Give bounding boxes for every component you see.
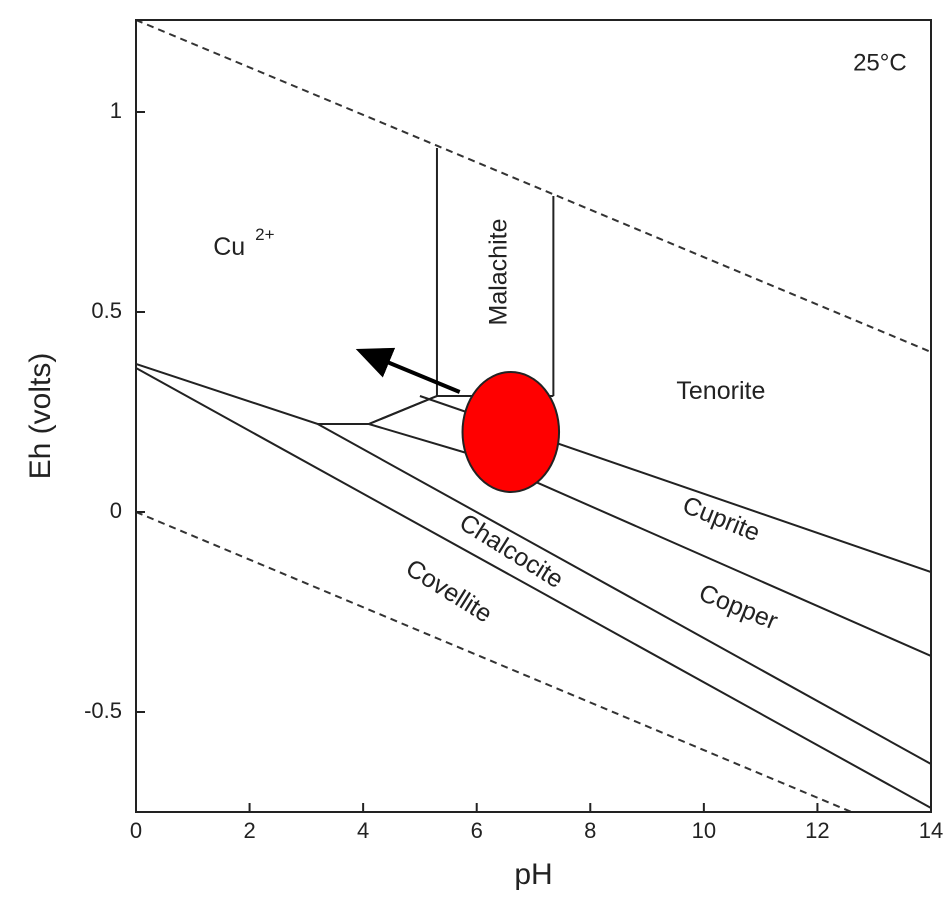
- x-tick-label: 10: [692, 818, 716, 843]
- region-name: Cu: [213, 233, 245, 261]
- x-axis-title: pH: [514, 858, 552, 891]
- temperature-label: 25°C: [853, 49, 907, 76]
- x-tick-label: 0: [130, 818, 142, 843]
- region-label-malachite: Malachite: [484, 219, 512, 326]
- region-name: Covellite: [401, 554, 497, 629]
- x-tick-label: 4: [357, 818, 369, 843]
- phase-boundary-8: [136, 367, 931, 809]
- highlight-marker: [461, 371, 561, 493]
- plot-frame: [135, 19, 932, 813]
- region-label-chalcocite: Chalcocite: [455, 508, 569, 594]
- y-tick-label: 1: [110, 98, 122, 123]
- region-label-copper: Copper: [695, 578, 782, 635]
- region-name: Copper: [695, 578, 782, 635]
- phase-boundary-7: [317, 423, 931, 765]
- y-tick-label: 0.5: [91, 298, 122, 323]
- x-tick-label: 6: [471, 818, 483, 843]
- region-label-cu: Cu 2+: [213, 225, 274, 260]
- region-label-tenorite: Tenorite: [676, 377, 765, 405]
- y-axis-title: Eh (volts): [24, 353, 57, 480]
- axes: 25°C 0 2 4 6 8 10 12 14 -0.5 0 0.5 1 pH Eh (volts): [24, 49, 943, 891]
- phase-boundary-5: [368, 423, 931, 657]
- region-superscript: 2+: [255, 225, 274, 244]
- region-name: Chalcocite: [455, 508, 569, 594]
- water-stability-line-1: [136, 20, 931, 353]
- x-tick-label: 2: [243, 818, 255, 843]
- x-tick-label: 8: [584, 818, 596, 843]
- water-stability-line-2: [136, 511, 852, 812]
- y-tick-label: 0: [110, 498, 122, 523]
- x-tick-label: 12: [805, 818, 829, 843]
- phase-boundary-4: [368, 395, 438, 425]
- direction-arrow: [355, 347, 461, 394]
- overlay-layer: [355, 347, 561, 493]
- region-name: Malachite: [484, 219, 512, 326]
- x-tick-label: 14: [919, 818, 943, 843]
- region-name: Tenorite: [676, 377, 765, 405]
- region-label-covellite: Covellite: [401, 554, 497, 629]
- y-tick-label: -0.5: [84, 698, 122, 723]
